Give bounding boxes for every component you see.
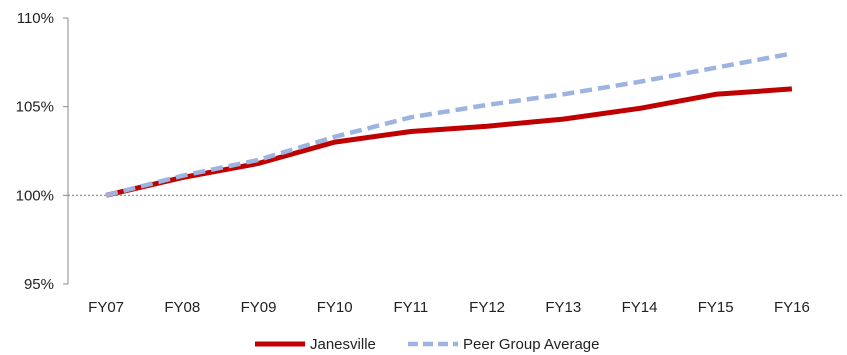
series-lines	[105, 51, 793, 198]
legend-label-peer-group-average: Peer Group Average	[463, 336, 599, 353]
x-tick-label: FY12	[469, 299, 505, 316]
y-tick-label: 100%	[16, 187, 54, 204]
y-tick-label: 105%	[16, 99, 54, 116]
chart-axes	[63, 17, 69, 285]
x-tick-label: FY14	[622, 299, 658, 316]
series-line-janesville	[105, 86, 793, 198]
legend: Janesville Peer Group Average	[255, 336, 599, 353]
x-tick-label: FY08	[164, 299, 200, 316]
x-tick-label: FY09	[241, 299, 277, 316]
legend-label-janesville: Janesville	[310, 336, 376, 353]
x-tick-label: FY16	[774, 299, 810, 316]
series-line-peer-group-average	[105, 51, 793, 198]
x-tick-labels: FY07 FY08 FY09 FY10 FY11 FY12 FY13 FY14 FY15 FY16	[88, 299, 810, 316]
x-tick-label: FY10	[317, 299, 353, 316]
x-tick-label: FY07	[88, 299, 124, 316]
x-tick-label: FY11	[394, 299, 429, 316]
x-tick-label: FY15	[698, 299, 734, 316]
y-tick-label: 110%	[17, 10, 54, 27]
y-tick-labels: 95% 100% 105% 110%	[16, 10, 54, 293]
y-tick-label: 95%	[24, 276, 54, 293]
x-tick-label: FY13	[545, 299, 581, 316]
